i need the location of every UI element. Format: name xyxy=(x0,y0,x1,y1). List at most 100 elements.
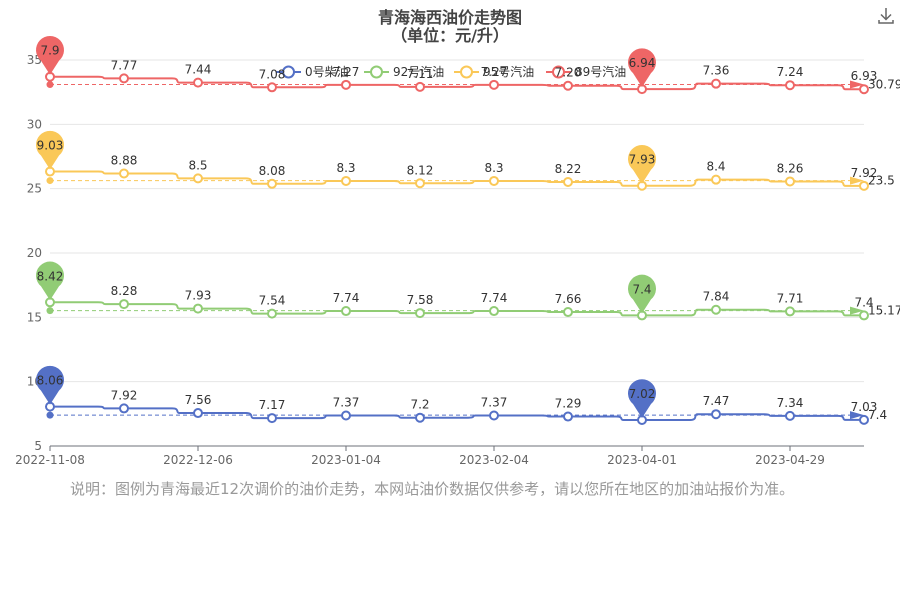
data-point xyxy=(563,411,573,422)
data-label: 7.4 xyxy=(854,295,873,309)
data-label: 7.93 xyxy=(185,289,212,303)
legend-marker xyxy=(370,65,383,79)
data-point xyxy=(785,410,795,421)
data-point xyxy=(785,306,795,317)
data-point xyxy=(859,414,869,425)
data-label: 8.12 xyxy=(407,163,434,177)
max-pin-label: 7.9 xyxy=(40,44,59,58)
data-label: 8.3 xyxy=(336,161,355,175)
data-label: 7.2 xyxy=(410,398,429,412)
data-point xyxy=(341,306,351,317)
average-start-dot xyxy=(46,411,54,419)
data-point xyxy=(489,79,499,90)
data-label: 8.88 xyxy=(111,153,138,167)
data-point xyxy=(489,306,499,317)
series-line xyxy=(50,405,864,422)
data-label: 8.3 xyxy=(484,161,503,175)
average-start-dot xyxy=(46,177,54,185)
data-label: 7.92 xyxy=(851,166,878,180)
average-arrow xyxy=(850,176,864,185)
average-label: 23.5 xyxy=(868,174,895,188)
series-line xyxy=(50,75,864,91)
data-label: 7.54 xyxy=(259,294,286,308)
x-tick-label: 2022-11-08 xyxy=(15,453,85,467)
data-point xyxy=(415,412,425,423)
average-arrow xyxy=(850,80,864,89)
min-pin-label: 7.4 xyxy=(632,282,651,296)
y-tick-label: 15 xyxy=(27,310,42,324)
data-point xyxy=(489,175,499,186)
data-label: 7.17 xyxy=(259,398,286,412)
data-point xyxy=(193,408,203,419)
data-point xyxy=(711,409,721,420)
data-point xyxy=(119,299,129,310)
x-tick-label: 2023-02-04 xyxy=(459,453,529,467)
data-point xyxy=(415,178,425,189)
max-pin xyxy=(36,130,64,170)
legend-label: 95号汽油 xyxy=(483,64,534,79)
data-label: 7.03 xyxy=(851,400,878,414)
data-label: 7.24 xyxy=(777,65,804,79)
data-point xyxy=(267,413,277,424)
data-label: 7.56 xyxy=(185,393,212,407)
data-label: 7.74 xyxy=(481,291,508,305)
data-point xyxy=(267,82,277,93)
data-label: 7.77 xyxy=(111,58,138,72)
average-start-dot xyxy=(46,307,54,315)
x-tick-label: 2023-04-29 xyxy=(755,453,825,467)
min-pin xyxy=(628,144,657,184)
average-arrow xyxy=(850,411,864,420)
data-label: 8.4 xyxy=(706,160,725,174)
data-label: 6.93 xyxy=(851,69,878,83)
max-pin xyxy=(36,36,65,75)
data-point xyxy=(267,308,277,319)
legend-label: 89号汽油 xyxy=(575,64,626,79)
data-label: 8.28 xyxy=(111,284,138,298)
data-point xyxy=(489,410,499,421)
chart-title: 青海海西油价走势图 xyxy=(377,8,522,27)
min-pin xyxy=(628,48,656,88)
data-point xyxy=(119,168,129,179)
data-label: 7.71 xyxy=(777,291,804,305)
chart-note: 说明：图例为青海最近12次调价的油价走势，本网站油价数据仅供参考，请以您所在地区… xyxy=(70,480,795,498)
data-label: 8.26 xyxy=(777,161,804,175)
legend-label: 92号汽油 xyxy=(393,64,444,79)
series-line xyxy=(50,301,864,317)
data-label: 8.08 xyxy=(259,164,286,178)
data-point xyxy=(267,178,277,189)
data-label: 7.47 xyxy=(703,394,730,408)
data-label: 7.20 xyxy=(555,66,582,80)
legend-marker xyxy=(282,65,295,79)
data-label: 8.5 xyxy=(188,158,207,172)
max-pin xyxy=(36,365,65,405)
data-label: 8.22 xyxy=(555,162,582,176)
data-point xyxy=(341,175,351,186)
max-pin-label: 8.42 xyxy=(37,269,64,283)
data-point xyxy=(563,176,573,187)
x-tick-label: 2022-12-06 xyxy=(163,453,233,467)
max-pin xyxy=(36,261,65,301)
data-point xyxy=(859,180,869,191)
data-label: 7.29 xyxy=(555,397,582,411)
data-point xyxy=(785,176,795,187)
min-pin-label: 7.93 xyxy=(629,153,656,167)
data-point xyxy=(859,84,869,95)
data-label: 7.36 xyxy=(703,64,730,78)
min-pin-label: 6.94 xyxy=(629,56,656,70)
x-tick-label: 2023-04-01 xyxy=(607,453,677,467)
data-label: 7.34 xyxy=(777,396,804,410)
data-point xyxy=(711,174,721,185)
series-line xyxy=(50,170,864,187)
data-point xyxy=(193,173,203,184)
data-point xyxy=(193,77,203,88)
min-pin-label: 7.02 xyxy=(629,387,656,401)
average-label: 7.4 xyxy=(868,408,887,422)
data-label: 7.08 xyxy=(259,67,286,81)
y-tick-label: 30 xyxy=(27,117,42,131)
min-pin xyxy=(628,379,657,419)
y-tick-label: 5 xyxy=(34,439,42,453)
legend-label: 0号柴油 xyxy=(305,65,349,79)
download-icon[interactable] xyxy=(876,6,896,26)
max-pin-label: 8.06 xyxy=(37,374,64,388)
